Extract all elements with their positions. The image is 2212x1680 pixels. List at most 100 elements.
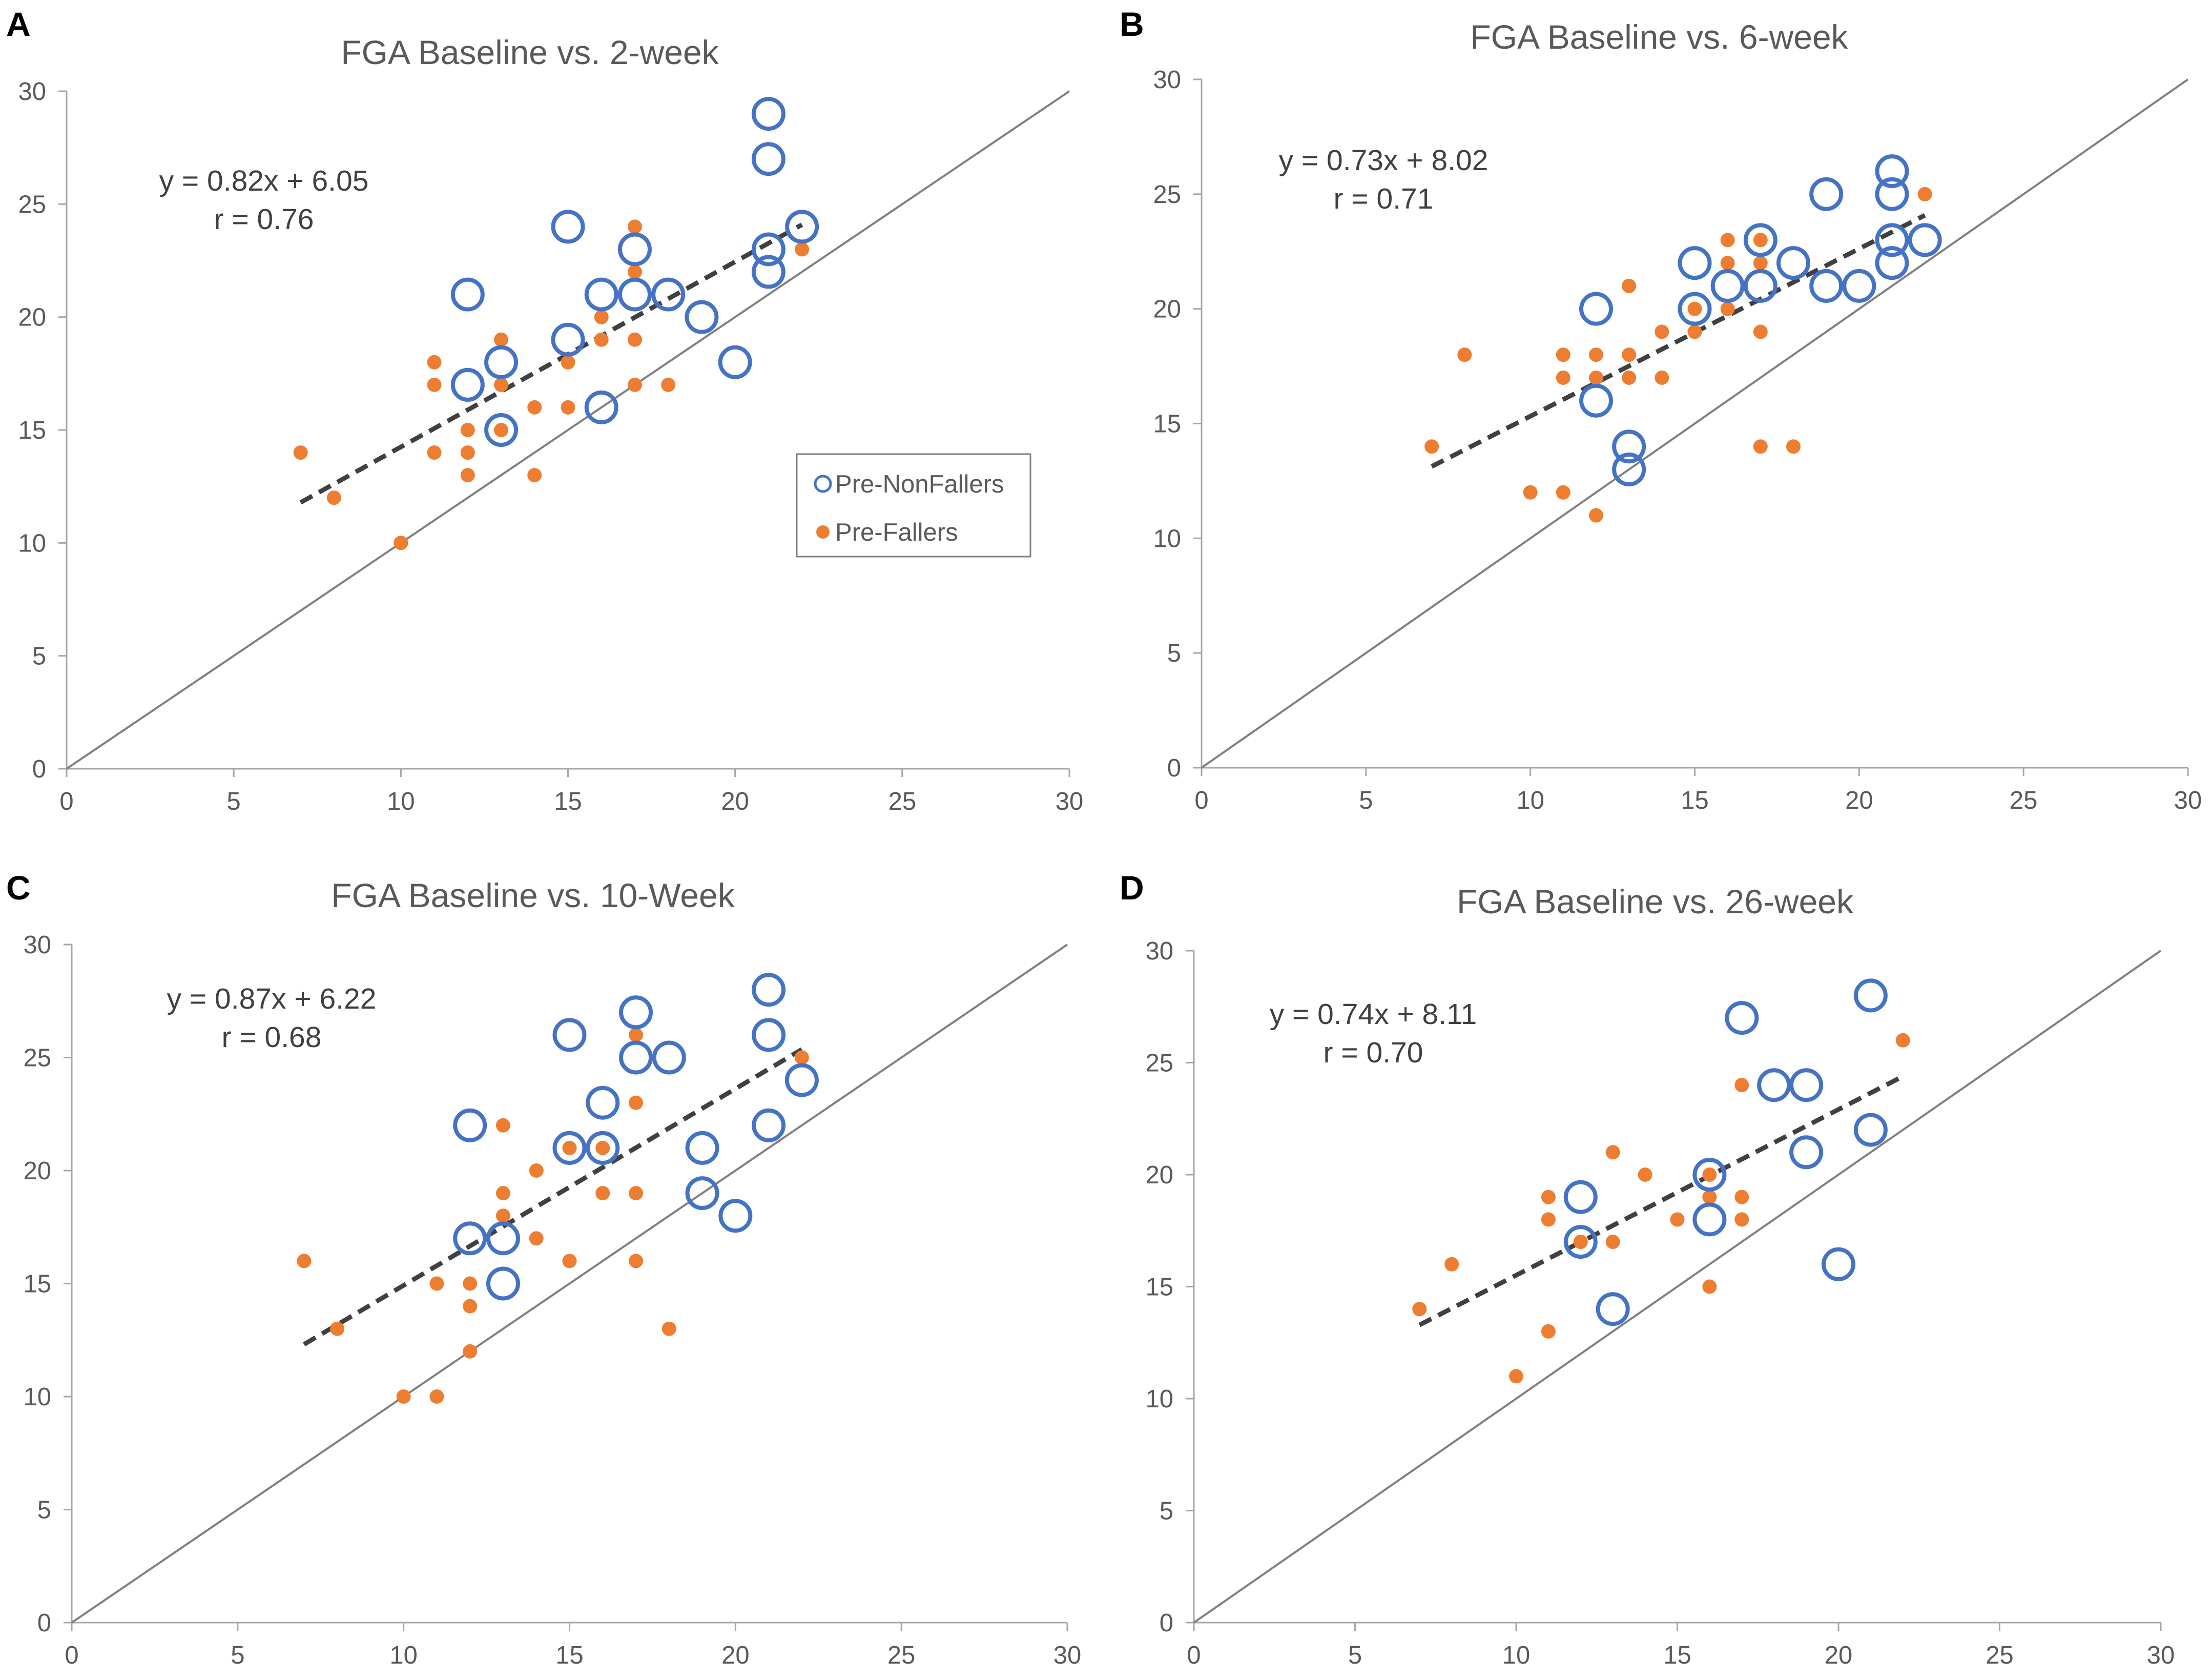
x-tick-label: 15 [1663, 1642, 1691, 1669]
legend-label-non-fallers: Pre-NonFallers [835, 470, 1004, 498]
panel-title: FGA Baseline vs. 26-week [1457, 883, 1854, 920]
panel-a: A FGA Baseline vs. 2-week y = 0.82x + 6.… [6, 5, 1083, 815]
data-point-non-faller [685, 1131, 719, 1165]
data-point-faller [1734, 1212, 1749, 1227]
data-point-non-faller [685, 1176, 719, 1211]
y-tick-label: 30 [23, 931, 51, 959]
data-point-faller [1753, 256, 1768, 271]
data-point-non-faller [1875, 223, 1909, 257]
data-point-faller [1509, 1369, 1523, 1384]
data-point-non-faller [1692, 1202, 1727, 1237]
y-tick-label: 5 [1167, 640, 1181, 667]
panel-title: FGA Baseline vs. 10-Week [331, 876, 735, 914]
data-point-faller [429, 1276, 444, 1291]
data-point-non-faller [450, 277, 485, 312]
data-point-non-faller [785, 210, 819, 244]
y-tick-label: 15 [18, 417, 46, 444]
data-point-faller [1720, 233, 1735, 248]
correlation-label: r = 0.71 [1334, 182, 1434, 215]
panel-letter-d: D [1120, 869, 1144, 907]
data-point-faller [1622, 370, 1637, 385]
x-tick-label: 5 [227, 788, 241, 815]
data-point-faller [1573, 1235, 1588, 1249]
x-tick-label: 20 [721, 1642, 750, 1669]
data-point-faller [330, 1321, 345, 1336]
data-point-faller [562, 1254, 577, 1268]
panel-letter-a: A [6, 5, 31, 43]
data-point-faller [1917, 187, 1932, 201]
data-point-faller [1424, 439, 1439, 454]
data-point-faller [293, 445, 308, 460]
data-point-faller [527, 468, 542, 483]
data-point-non-faller [552, 1131, 587, 1165]
data-point-faller [1753, 233, 1768, 248]
data-point-faller [629, 1028, 644, 1042]
x-tick-label: 25 [887, 1642, 916, 1669]
y-tick-label: 25 [1145, 1050, 1173, 1077]
data-point-faller [460, 423, 475, 437]
panel-b: B FGA Baseline vs. 6-week y = 0.73x + 8.… [1120, 5, 2202, 814]
x-tick-label: 30 [1056, 788, 1084, 815]
data-point-faller [463, 1276, 478, 1291]
data-point-faller [427, 355, 442, 370]
x-tick-label: 0 [59, 788, 73, 815]
data-point-non-faller [784, 1063, 819, 1097]
x-tick-label: 15 [1681, 787, 1709, 814]
data-point-non-faller [1678, 292, 1712, 326]
panel-title: FGA Baseline vs. 6-week [1470, 18, 1848, 56]
data-point-faller [494, 423, 509, 437]
data-point-non-faller [617, 232, 652, 267]
data-point-non-faller [1908, 223, 1942, 257]
trendline [1431, 213, 1926, 469]
legend-label-fallers: Pre-Fallers [835, 519, 958, 546]
data-point-faller [495, 1208, 510, 1223]
x-tick-label: 15 [555, 1642, 584, 1669]
x-tick-label: 30 [2147, 1642, 2175, 1669]
data-point-faller [1457, 347, 1472, 362]
y-tick-label: 0 [1160, 1609, 1173, 1637]
trendline [303, 1047, 803, 1347]
data-point-non-faller [551, 210, 585, 244]
data-point-faller [1541, 1190, 1556, 1204]
data-point-faller [1622, 347, 1637, 362]
data-point-faller [1670, 1212, 1685, 1227]
data-point-non-faller [1612, 453, 1646, 487]
data-point-non-faller [751, 142, 785, 176]
data-point-non-faller [718, 345, 752, 379]
data-point-faller [1702, 1279, 1717, 1294]
identity-line [71, 944, 1068, 1624]
data-point-non-faller [1842, 269, 1876, 303]
y-tick-label: 10 [1153, 525, 1181, 552]
data-point-faller [1541, 1324, 1556, 1339]
data-point-faller [1638, 1167, 1652, 1182]
y-tick-label: 0 [32, 755, 46, 783]
data-point-non-faller [453, 1108, 487, 1142]
data-point-non-faller [751, 255, 785, 289]
data-point-faller [427, 377, 442, 392]
panel-d: D FGA Baseline vs. 26-week y = 0.74x + 8… [1120, 869, 2175, 1669]
data-point-non-faller [652, 1040, 686, 1075]
correlation-label: r = 0.76 [214, 203, 314, 236]
data-point-non-faller [1743, 269, 1777, 303]
data-point-faller [427, 445, 442, 460]
data-point-faller [1541, 1212, 1556, 1227]
legend: Pre-NonFallers Pre-Fallers [796, 453, 1031, 558]
data-point-non-faller [651, 277, 686, 312]
x-tick-label: 5 [1359, 787, 1373, 814]
data-point-non-faller [1757, 1068, 1791, 1102]
data-point-non-faller [751, 97, 785, 131]
identity-line [1193, 950, 2162, 1624]
y-tick-label: 10 [18, 529, 46, 557]
data-point-faller [627, 264, 642, 279]
y-tick-label: 15 [1153, 411, 1181, 438]
legend-marker-non-fallers [814, 475, 832, 493]
data-point-non-faller [551, 322, 585, 357]
data-point-faller [1753, 324, 1768, 339]
plot-area: 0 5 10 15 20 25 30 0 5 10 15 20 25 30 [23, 931, 1081, 1669]
y-tick-label: 30 [18, 78, 46, 106]
data-point-faller [1720, 256, 1735, 271]
panel-c: C FGA Baseline vs. 10-Week y = 0.87x + 6… [6, 869, 1081, 1669]
x-tick-label: 15 [554, 788, 582, 815]
data-point-faller [1687, 301, 1702, 316]
data-point-non-faller [1789, 1135, 1824, 1170]
